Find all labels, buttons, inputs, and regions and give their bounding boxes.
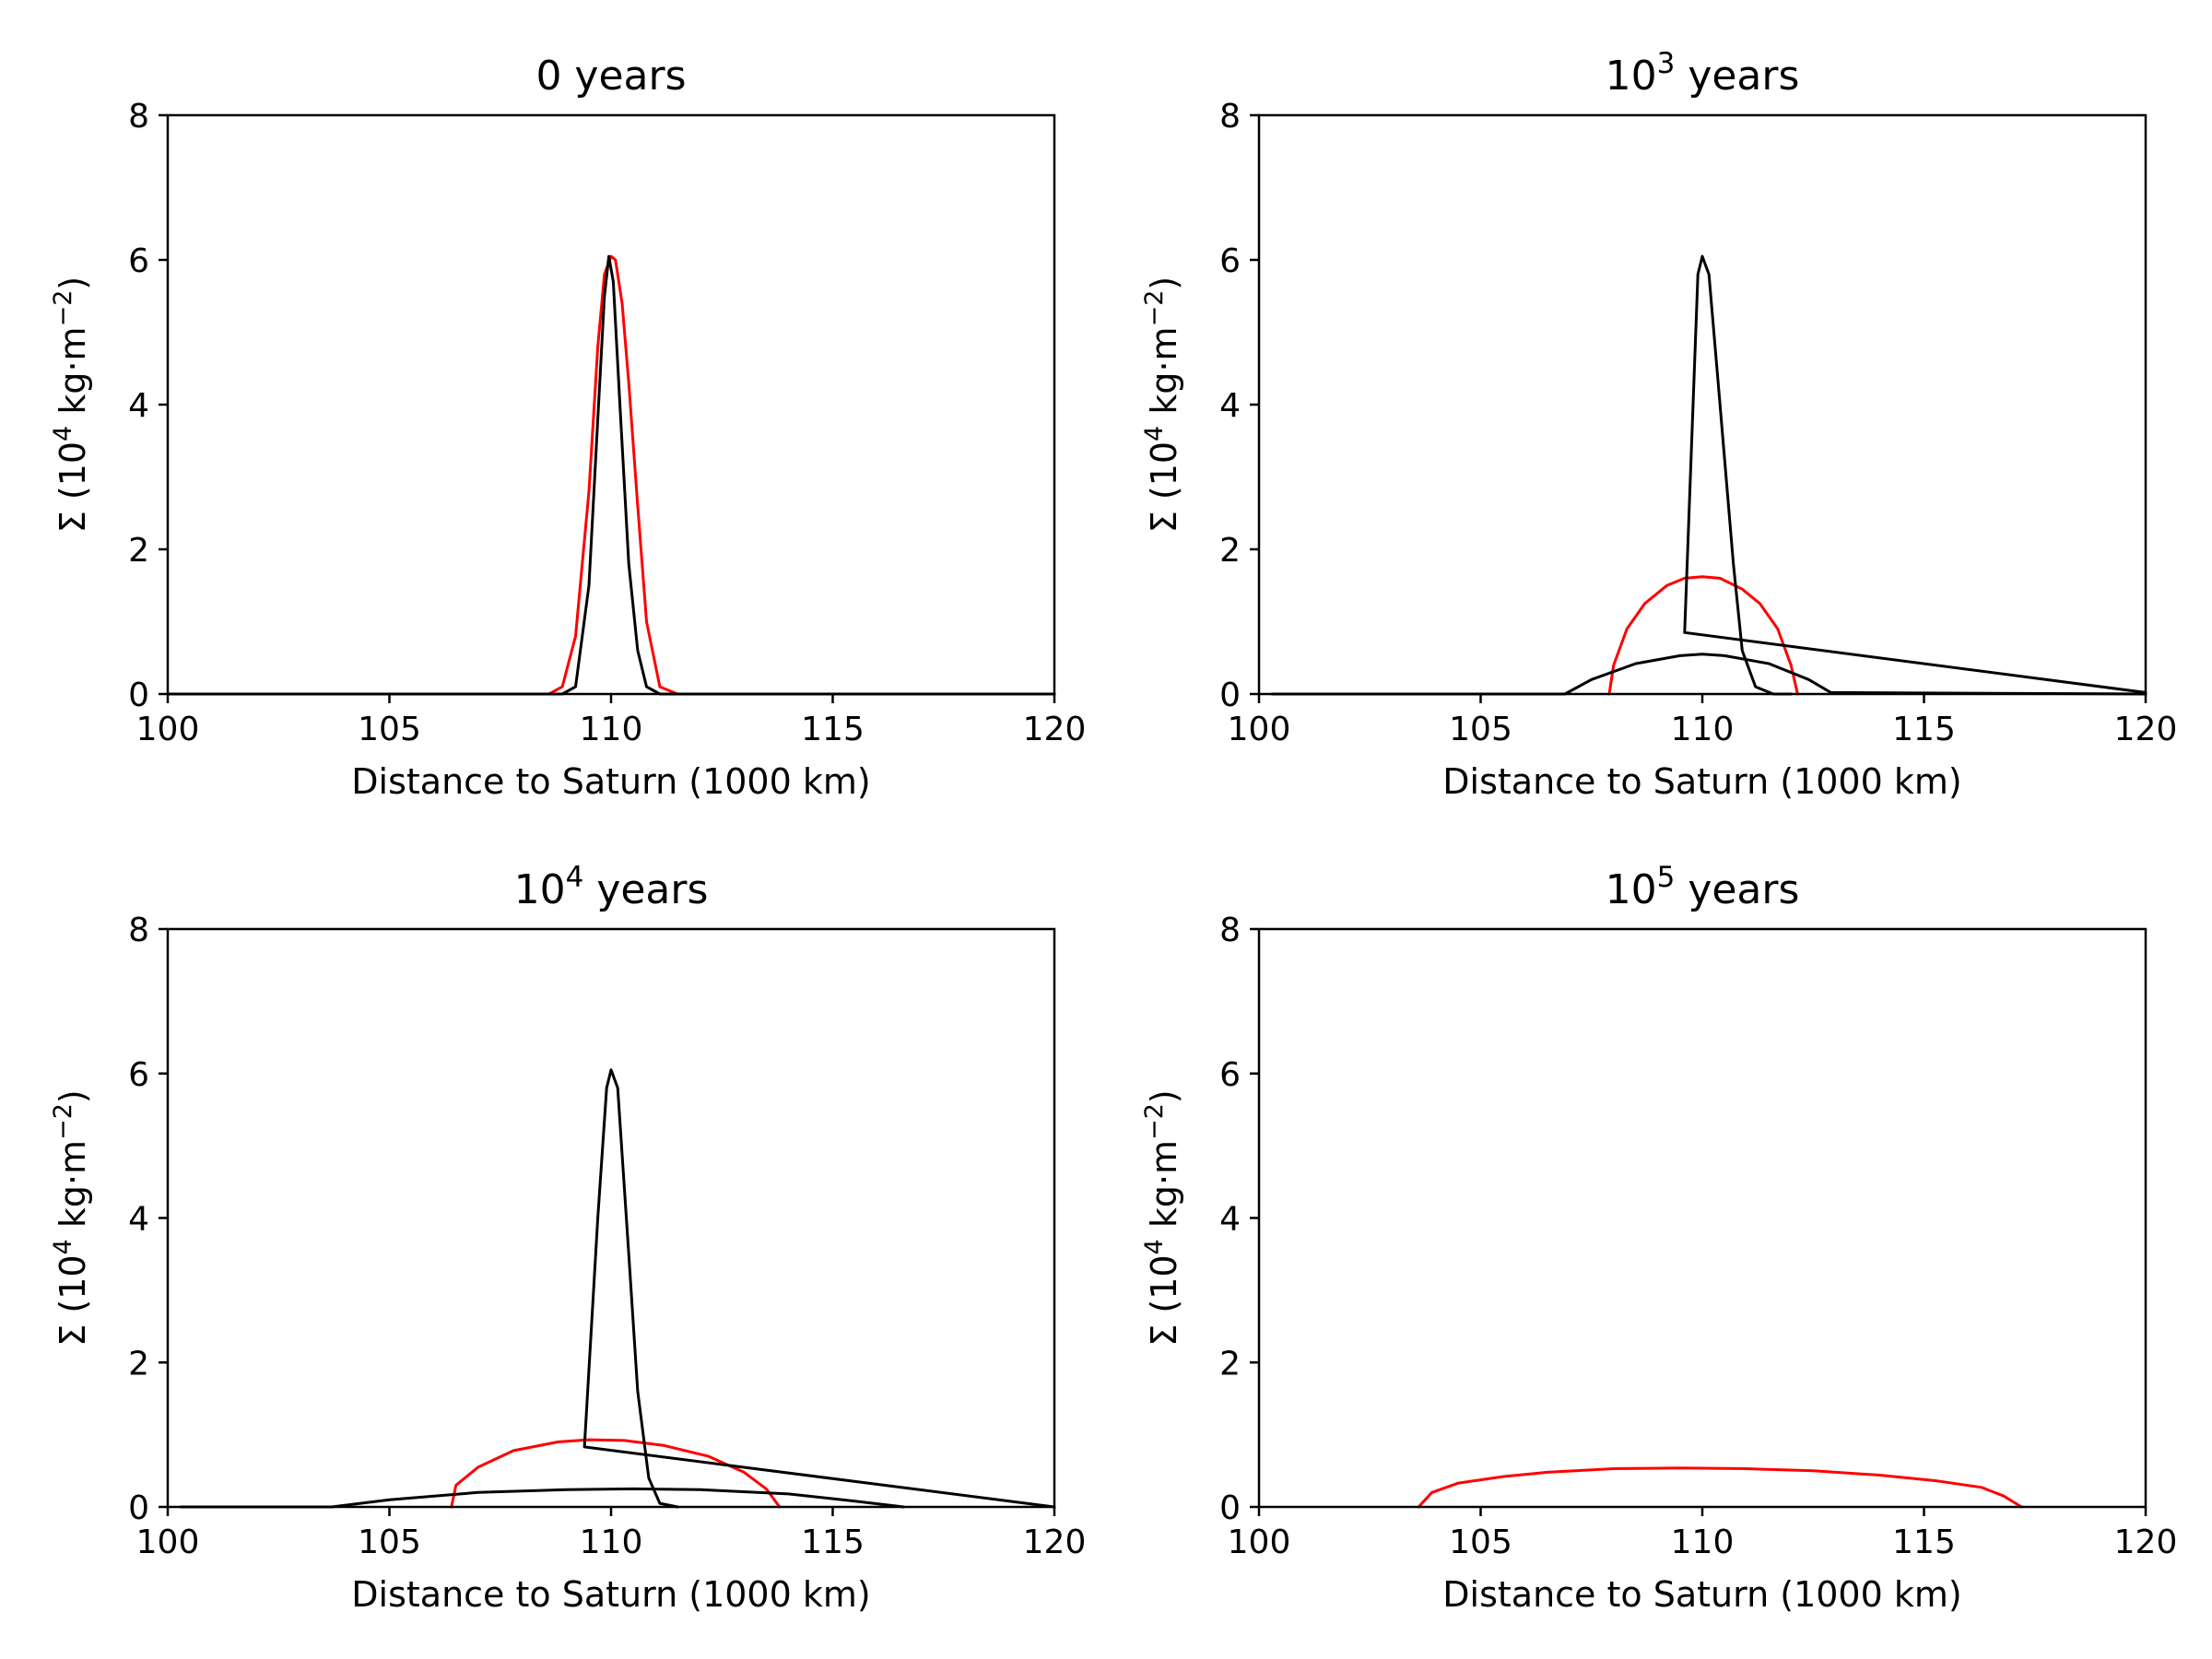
x-tick-label: 100 [1228, 1524, 1291, 1561]
y-tick-label: 6 [128, 242, 149, 280]
series-line-3 [1683, 254, 2147, 696]
x-tick-label: 115 [1892, 711, 1956, 748]
y-axis-label: Σ (104 kg·m−2) [49, 1089, 93, 1346]
series-line-1 [1417, 1466, 2023, 1509]
plot-frame [1257, 927, 2147, 1509]
x-tick-label: 110 [1671, 1524, 1735, 1561]
series-line-2 [179, 1487, 905, 1509]
panel-title: 104 years [514, 861, 709, 913]
x-tick-label: 100 [1228, 711, 1291, 748]
panel-title: 103 years [1606, 47, 1800, 100]
y-tick-label: 2 [128, 532, 149, 570]
x-axis-label: Distance to Saturn (1000 km) [1442, 761, 1961, 802]
series-line-1 [1607, 575, 1799, 696]
panel-3: 100 105 110 115 120 0 2 4 6 8 104 years Distance to… [49, 861, 1086, 1615]
y-tick-label: 2 [1219, 532, 1241, 570]
x-tick-label: 115 [1892, 1524, 1956, 1561]
x-tick-label: 110 [580, 1524, 643, 1561]
series-line-1 [166, 254, 1056, 696]
y-tick-label: 6 [128, 1056, 149, 1094]
series-line-2 [1270, 653, 2147, 696]
y-tick-label: 4 [1219, 1201, 1241, 1239]
plot-frame [166, 927, 1056, 1509]
y-tick-label: 8 [1219, 98, 1241, 135]
y-tick-label: 2 [128, 1345, 149, 1382]
y-tick-label: 4 [128, 387, 149, 425]
y-axis-label: Σ (104 kg·m−2) [1140, 276, 1184, 533]
y-tick-label: 0 [128, 1489, 149, 1527]
series-line-3 [582, 1068, 1056, 1509]
series-line-1 [450, 1438, 782, 1509]
x-tick-label: 105 [358, 711, 421, 748]
panel-title: 105 years [1606, 861, 1800, 913]
y-tick-label: 8 [128, 912, 149, 949]
x-tick-label: 110 [580, 711, 643, 748]
x-axis-label: Distance to Saturn (1000 km) [1442, 1574, 1961, 1615]
panel-title: 0 years [535, 53, 686, 100]
y-tick-label: 2 [1219, 1345, 1241, 1382]
y-tick-label: 8 [1219, 912, 1241, 949]
x-tick-label: 120 [2114, 711, 2178, 748]
x-axis-label: Distance to Saturn (1000 km) [351, 761, 870, 802]
x-tick-label: 120 [1023, 711, 1087, 748]
x-tick-label: 120 [2114, 1524, 2178, 1561]
x-tick-label: 105 [358, 1524, 421, 1561]
x-tick-label: 100 [136, 711, 200, 748]
y-tick-label: 4 [128, 1201, 149, 1239]
y-tick-label: 8 [128, 98, 149, 135]
plot-frame [1257, 113, 2147, 696]
x-tick-label: 115 [801, 1524, 865, 1561]
series-line-2 [166, 254, 1056, 696]
y-tick-label: 0 [1219, 677, 1241, 714]
x-tick-label: 105 [1449, 711, 1512, 748]
plot-frame [166, 113, 1056, 696]
panel-2: 100 105 110 115 120 0 2 4 6 8 103 years Distance to… [1140, 47, 2177, 802]
y-axis-label: Σ (104 kg·m−2) [49, 276, 93, 533]
y-axis-label: Σ (104 kg·m−2) [1140, 1089, 1184, 1346]
panel-1: 100 105 110 115 120 0 2 4 6 8 0 years Distance to S… [49, 53, 1086, 802]
y-tick-label: 0 [1219, 1489, 1241, 1527]
x-tick-label: 115 [801, 711, 865, 748]
y-tick-label: 6 [1219, 242, 1241, 280]
x-tick-label: 120 [1023, 1524, 1087, 1561]
y-tick-label: 6 [1219, 1056, 1241, 1094]
x-tick-label: 100 [136, 1524, 200, 1561]
x-axis-label: Distance to Saturn (1000 km) [351, 1574, 870, 1615]
x-tick-label: 110 [1671, 711, 1735, 748]
x-tick-label: 105 [1449, 1524, 1512, 1561]
panel-4: 100 105 110 115 120 0 2 4 6 8 105 years Distance to… [1140, 861, 2177, 1615]
y-tick-label: 0 [128, 677, 149, 714]
y-tick-label: 4 [1219, 387, 1241, 425]
